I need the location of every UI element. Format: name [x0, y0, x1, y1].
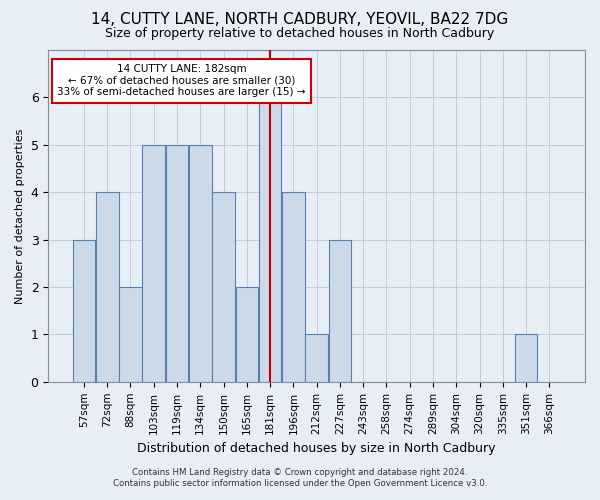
Bar: [329, 240, 351, 382]
Bar: [119, 287, 142, 382]
Text: 14, CUTTY LANE, NORTH CADBURY, YEOVIL, BA22 7DG: 14, CUTTY LANE, NORTH CADBURY, YEOVIL, B…: [91, 12, 509, 28]
Y-axis label: Number of detached properties: Number of detached properties: [15, 128, 25, 304]
Bar: [236, 287, 258, 382]
Bar: [515, 334, 538, 382]
Text: Size of property relative to detached houses in North Cadbury: Size of property relative to detached ho…: [106, 28, 494, 40]
Bar: [189, 145, 212, 382]
Bar: [166, 145, 188, 382]
Text: Contains HM Land Registry data © Crown copyright and database right 2024.
Contai: Contains HM Land Registry data © Crown c…: [113, 468, 487, 487]
Bar: [305, 334, 328, 382]
Bar: [282, 192, 305, 382]
X-axis label: Distribution of detached houses by size in North Cadbury: Distribution of detached houses by size …: [137, 442, 496, 455]
Bar: [96, 192, 119, 382]
Bar: [212, 192, 235, 382]
Bar: [73, 240, 95, 382]
Bar: [142, 145, 165, 382]
Bar: [259, 98, 281, 382]
Text: 14 CUTTY LANE: 182sqm
← 67% of detached houses are smaller (30)
33% of semi-deta: 14 CUTTY LANE: 182sqm ← 67% of detached …: [58, 64, 306, 98]
